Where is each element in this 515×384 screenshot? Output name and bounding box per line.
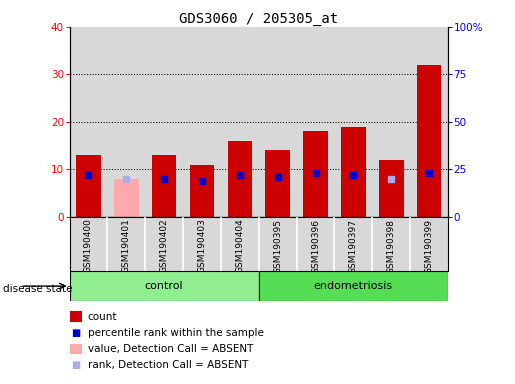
Text: percentile rank within the sample: percentile rank within the sample bbox=[88, 328, 264, 338]
Bar bbox=[76, 155, 101, 217]
Text: GSM190403: GSM190403 bbox=[198, 218, 207, 273]
Text: GSM190399: GSM190399 bbox=[425, 218, 434, 273]
Bar bbox=[265, 151, 290, 217]
Text: control: control bbox=[145, 281, 183, 291]
Text: GSM190395: GSM190395 bbox=[273, 218, 282, 273]
Text: GSM190400: GSM190400 bbox=[84, 218, 93, 273]
Bar bbox=[417, 65, 441, 217]
Text: disease state: disease state bbox=[3, 284, 72, 294]
Text: GSM190401: GSM190401 bbox=[122, 218, 131, 273]
Bar bbox=[114, 179, 139, 217]
Text: ■: ■ bbox=[72, 360, 80, 370]
Bar bbox=[303, 131, 328, 217]
Text: ■: ■ bbox=[72, 328, 80, 338]
Bar bbox=[341, 127, 366, 217]
Text: GSM190396: GSM190396 bbox=[311, 218, 320, 273]
Bar bbox=[259, 271, 448, 301]
Text: endometriosis: endometriosis bbox=[314, 281, 393, 291]
Text: GSM190402: GSM190402 bbox=[160, 218, 168, 273]
Text: GSM190397: GSM190397 bbox=[349, 218, 358, 273]
Text: rank, Detection Call = ABSENT: rank, Detection Call = ABSENT bbox=[88, 360, 248, 370]
Text: GSM190398: GSM190398 bbox=[387, 218, 396, 273]
Text: value, Detection Call = ABSENT: value, Detection Call = ABSENT bbox=[88, 344, 253, 354]
Bar bbox=[228, 141, 252, 217]
Bar bbox=[152, 155, 177, 217]
Text: GSM190404: GSM190404 bbox=[235, 218, 244, 273]
Bar bbox=[379, 160, 404, 217]
Bar bbox=[190, 165, 214, 217]
Title: GDS3060 / 205305_at: GDS3060 / 205305_at bbox=[179, 12, 338, 26]
Text: count: count bbox=[88, 312, 117, 322]
Bar bbox=[70, 271, 259, 301]
